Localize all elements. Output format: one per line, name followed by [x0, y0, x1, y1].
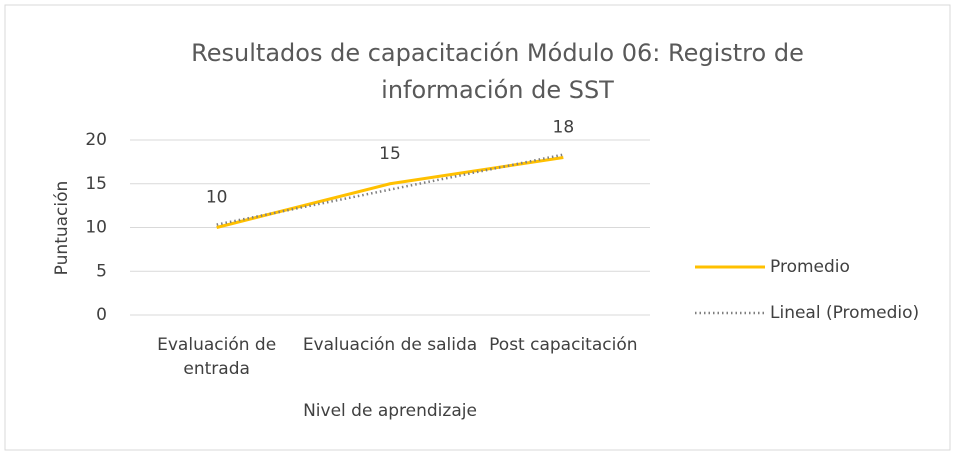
trendline: [216, 153, 564, 226]
chart-title: Resultados de capacitación Módulo 06: Re…: [191, 39, 804, 104]
x-axis-label: Nivel de aprendizaje: [303, 401, 477, 421]
y-tick-label: 15: [85, 174, 107, 194]
x-tick-label: Evaluación de salida: [302, 335, 478, 355]
y-tick-label: 5: [96, 261, 107, 281]
data-label: 15: [379, 144, 401, 164]
legend-label: Lineal (Promedio): [770, 303, 919, 323]
x-tick-box: Evaluación de salida: [302, 335, 478, 355]
x-tick-box: Post capacitación: [489, 335, 638, 355]
x-tick-box: Evaluación de entrada: [157, 335, 277, 379]
x-tick-label: Post capacitación: [489, 335, 638, 355]
y-tick-label: 20: [85, 130, 107, 150]
y-tick-label: 0: [96, 305, 107, 325]
y-tick-label: 10: [85, 218, 107, 238]
y-axis-label: Puntuación: [52, 181, 72, 276]
data-label: 10: [206, 188, 228, 208]
x-tick-label: Evaluación de entrada: [157, 335, 277, 379]
title-box: Resultados de capacitación Módulo 06: Re…: [191, 39, 804, 104]
data-label: 18: [553, 118, 575, 138]
legend-label: Promedio: [770, 257, 850, 277]
